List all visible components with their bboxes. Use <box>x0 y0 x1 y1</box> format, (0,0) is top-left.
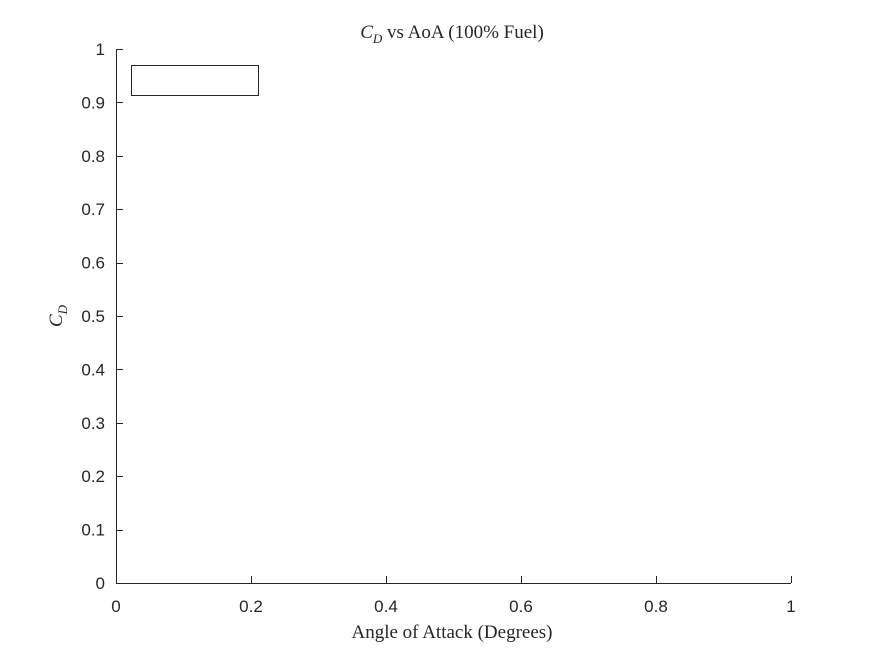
y-tick-label: 0.7 <box>81 200 105 219</box>
y-axis-label: CD <box>46 304 70 327</box>
y-tick-label: 0.1 <box>81 521 105 540</box>
y-tick-label: 0 <box>96 574 105 593</box>
chart-title: CD vs AoA (100% Fuel) <box>360 22 544 46</box>
legend-box <box>131 65 259 96</box>
y-tick-label: 0.2 <box>81 467 105 486</box>
y-axis-label-symbol: C <box>46 314 67 327</box>
y-tick-label: 0.5 <box>81 307 105 326</box>
y-tick-label: 1 <box>96 40 105 59</box>
title-symbol: C <box>360 22 373 43</box>
y-tick-label: 0.9 <box>81 93 105 112</box>
y-ticks: 0 0.1 0.2 0.3 0.4 0.5 0.6 0.7 0.8 0.9 1 <box>81 40 123 593</box>
x-tick-label: 0.6 <box>509 597 533 616</box>
y-tick-label: 0.6 <box>81 254 105 273</box>
title-symbol-subscript: D <box>372 31 383 46</box>
x-tick-label: 0.4 <box>374 597 398 616</box>
x-ticks: 0 0.2 0.4 0.6 0.8 1 <box>111 576 796 616</box>
x-tick-label: 0.8 <box>644 597 668 616</box>
title-text: vs AoA (100% Fuel) <box>382 22 544 43</box>
y-tick-label: 0.3 <box>81 414 105 433</box>
x-tick-label: 0 <box>111 597 120 616</box>
x-tick-label: 1 <box>786 597 795 616</box>
x-axis-label: Angle of Attack (Degrees) <box>351 622 552 643</box>
x-tick-label: 0.2 <box>239 597 263 616</box>
y-tick-label: 0.4 <box>81 360 105 379</box>
y-tick-label: 0.8 <box>81 147 105 166</box>
y-axis-label-subscript: D <box>55 304 70 315</box>
